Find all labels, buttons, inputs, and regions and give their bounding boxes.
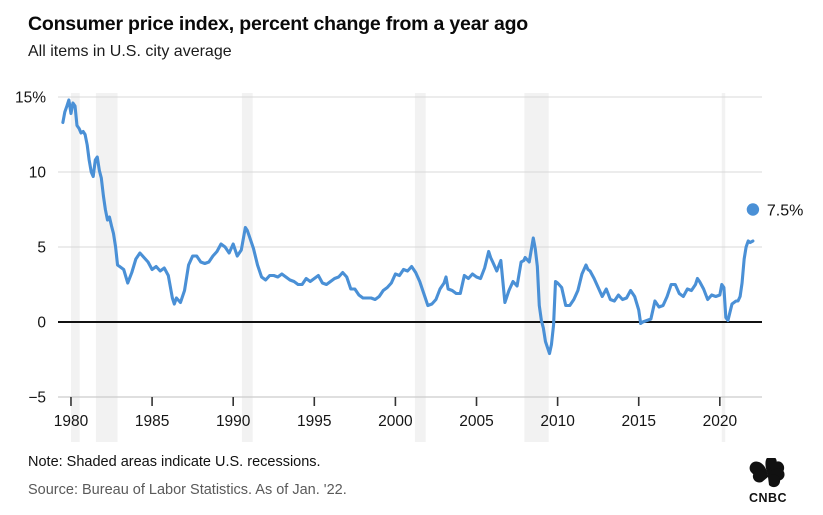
page-title: Consumer price index, percent change fro… [28,13,529,35]
y-tick-label: 15% [15,90,46,107]
recession-band [414,93,426,442]
footnote-note: Note: Shaded areas indicate U.S. recessi… [28,454,321,470]
cnbc-peacock-logo: CNBC [749,458,787,505]
y-axis-tick-labels: −5 0 5 10 15% [15,90,46,407]
x-axis-tick-labels: 1980 1985 1990 1995 2000 2005 2010 2015 2020 [54,413,738,430]
cpi-line-chart: −5 0 5 10 15% 1980 1985 1990 1995 2000 2005 2010 20… [15,90,803,442]
chart-plot-area: −5 0 5 10 15% 1980 1985 1990 1995 2000 2005 2010 20… [0,78,823,443]
endpoint-value-label: 7.5% [767,203,803,220]
cpi-series-line [61,98,755,356]
chart-footer: Note: Shaded areas indicate U.S. recessi… [28,452,798,501]
x-tick-label: 2005 [459,413,493,430]
x-tick-label: 1995 [297,413,331,430]
cnbc-wordmark: CNBC [749,491,787,505]
chart-header: Consumer price index, percent change fro… [0,0,823,63]
recession-band [70,93,80,442]
x-tick-label: 2020 [703,413,738,430]
y-tick-label: 5 [37,240,46,257]
x-tick-label: 1990 [216,413,251,430]
x-tick-label: 1985 [135,413,169,430]
y-tick-label: 10 [29,165,47,182]
x-tick-label: 2015 [621,413,655,430]
recession-band [241,93,253,442]
footnote-source: Source: Bureau of Labor Statistics. As o… [28,482,347,499]
y-tick-label: −5 [28,390,46,407]
x-tick-label: 2010 [540,413,575,430]
recession-band [721,93,726,442]
x-tick-label: 1980 [54,413,89,430]
x-tick-label: 2000 [378,413,413,430]
gridlines-group [58,96,762,398]
chart-subtitle: All items in U.S. city average [28,43,232,61]
recession-band [95,93,118,442]
x-axis-tick-marks [70,397,721,406]
y-tick-label: 0 [37,315,46,332]
endpoint-marker-dot [746,203,760,216]
recession-bands-group [70,93,726,442]
